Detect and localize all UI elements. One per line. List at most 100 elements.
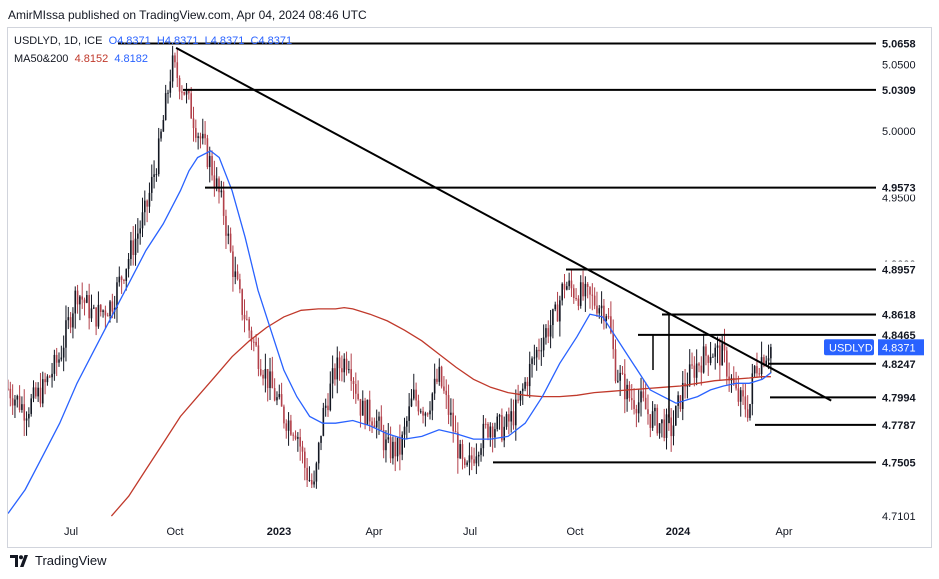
candle-body [656,407,659,434]
candle-body [545,328,547,338]
candle-body [614,349,617,382]
candle-body [429,410,431,415]
candle-body [642,391,645,398]
candle-body [215,178,218,187]
candle-body [586,283,589,288]
candle-body [623,373,626,400]
candle-body [271,371,274,389]
candle-body [563,283,566,290]
candle-body [99,304,102,313]
candle-body [37,387,39,397]
candle-body [30,398,32,414]
candle-body [394,441,397,457]
candle-body [732,377,735,385]
candle-body [436,378,438,382]
candle-body [756,366,758,374]
candle-body [208,156,211,168]
candle-body [626,384,628,400]
candle-body [343,358,346,373]
level-label-bg [878,355,924,371]
candle-body [297,437,299,439]
candle-body [399,437,401,455]
candle-body [510,411,512,422]
candle-body [566,286,568,290]
candle-body [440,366,443,387]
candle-body [120,276,123,280]
candle-body [290,420,292,435]
level-label: 4.9573 [882,183,916,195]
candle-body [371,421,373,426]
candle-body [644,397,647,410]
time-axis-tick: Jul [64,526,78,538]
candle-body [540,350,543,352]
candle-body [225,215,227,236]
candle-body [739,390,742,402]
candle-body [139,228,141,234]
candle-body [72,313,74,328]
candle-body [229,233,232,252]
candle-body [438,366,441,382]
candle-body [222,190,225,216]
candle-body [150,176,153,193]
candle-body [201,133,204,139]
time-axis-tick: Jul [463,526,477,538]
candle-body [167,92,169,94]
candle-body [137,233,139,239]
candle-body [450,412,452,415]
candle-body [487,423,489,438]
candle-body [422,411,424,416]
candle-body [306,467,308,481]
candle-body [721,343,723,366]
candle-body [329,383,332,411]
candle-body [252,341,255,343]
time-axis-tick: Apr [775,526,792,538]
candle-body [709,356,712,363]
level-label: 4.8247 [882,359,916,371]
candle-body [239,279,241,290]
candle-body [130,240,132,260]
candle-body [190,93,192,119]
candle-body [484,423,487,425]
candle-body [763,357,765,366]
plot-area [8,45,772,517]
candle-body [457,432,459,459]
candle-body [62,347,65,358]
candle-body [392,441,394,459]
candle-body [396,437,399,457]
candle-body [505,414,508,427]
price-axis-tick: 5.0500 [882,60,916,72]
candle-body [248,319,250,331]
candle-body [637,402,640,414]
candle-body [494,429,496,438]
level-label-bg [878,389,924,405]
candle-body [512,411,515,426]
candle-body [123,279,125,281]
candle-body [723,343,726,351]
candle-body [102,310,104,313]
candle-body [628,384,631,399]
candle-body [445,390,448,396]
candle-body [55,354,58,363]
candle-body [227,233,230,236]
candle-body [447,395,450,415]
time-axis: Jul Oct 2023 Apr Jul Oct 2024 Apr [64,526,793,538]
candle-body [535,349,538,358]
candle-body [199,136,202,139]
candle-body [728,376,730,381]
candle-body [561,283,563,301]
candle-body [320,435,322,443]
legend-open: O4.8371 [108,35,151,47]
footer-brand: TradingView [35,553,107,568]
candle-body [197,136,199,138]
candle-body [51,373,53,378]
candle-body [92,307,95,309]
level-label-bg [878,179,924,195]
candle-body [171,55,174,82]
candle-body [60,357,63,360]
time-axis-tick: Oct [566,526,583,538]
candle-body [482,423,485,449]
candle-body [572,288,575,298]
candle-body [489,426,492,438]
level-label: 5.0658 [882,39,916,51]
